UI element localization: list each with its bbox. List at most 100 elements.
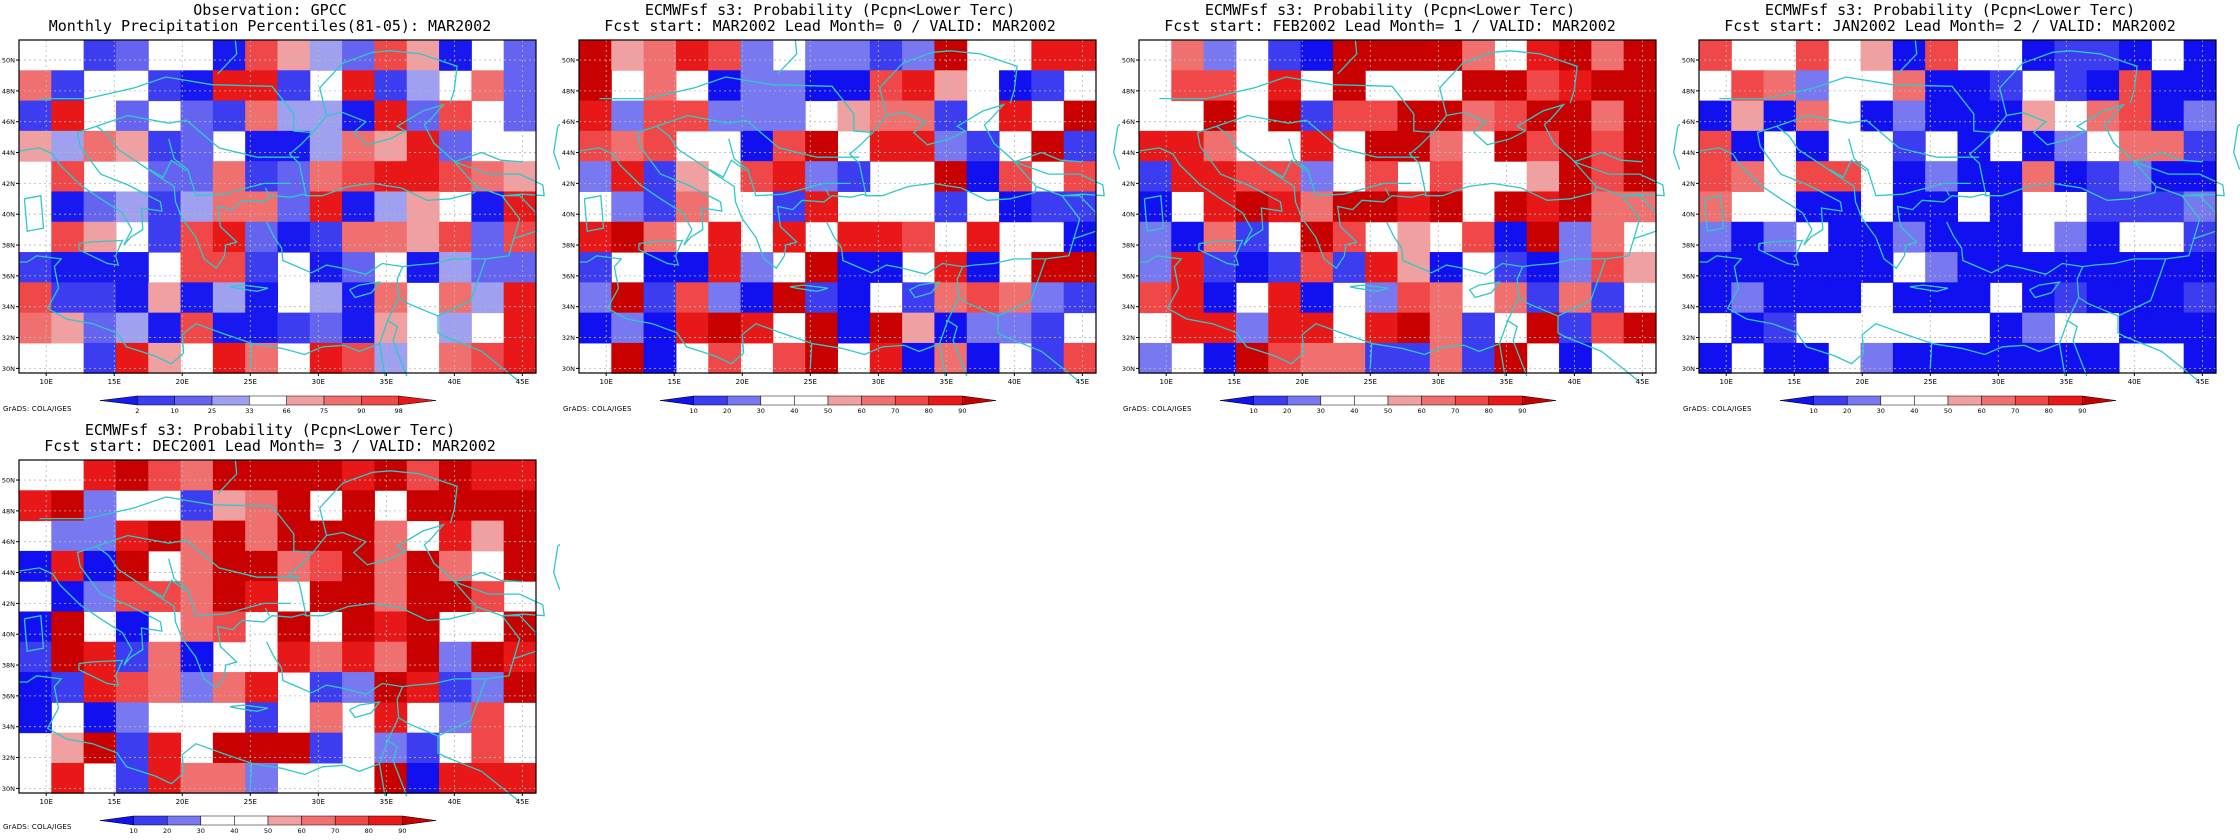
- precip-cell: [934, 70, 968, 102]
- coastline: [1557, 258, 1607, 317]
- color-legend: 10 20 30 40 50 60 70 80 90: [99, 815, 437, 835]
- lon-tick-label: 25E: [244, 798, 257, 806]
- coastline: [638, 239, 684, 266]
- precip-cell: [245, 312, 278, 344]
- precip-cell: [148, 282, 182, 314]
- precip-cell: [2054, 221, 2088, 253]
- lat-tick-label: 34N: [1682, 303, 1695, 311]
- precip-cell: [2086, 161, 2120, 192]
- legend-swatch: [211, 395, 250, 406]
- precip-cell: [1494, 100, 1528, 132]
- coastline: [454, 161, 545, 197]
- precip-cell: [503, 282, 537, 314]
- precip-cell: [277, 641, 311, 673]
- precip-cell: [1559, 100, 1592, 132]
- precip-cells: [1139, 40, 1657, 374]
- precip-cell: [1031, 191, 1065, 223]
- precip-cell: [2086, 191, 2120, 223]
- coastline: [2134, 161, 2225, 197]
- precip-cell: [2183, 100, 2217, 132]
- precip-cell: [1203, 70, 1237, 102]
- precip-cell: [406, 611, 440, 643]
- coastline: [19, 641, 404, 785]
- precip-cell: [374, 550, 408, 582]
- lon-tick-label: 30E: [1432, 378, 1445, 386]
- precip-cell: [180, 641, 214, 673]
- lat-tick-label: 30N: [2, 365, 15, 373]
- precip-cell: [309, 161, 343, 192]
- legend-swatch: [1219, 395, 1254, 406]
- precip-cell: [643, 40, 677, 71]
- legend-swatch: [1522, 395, 1557, 406]
- precip-cell: [1957, 282, 1991, 314]
- precip-cell: [999, 100, 1032, 132]
- legend-label: 10: [129, 827, 137, 835]
- lon-tick-label: 20E: [176, 378, 189, 386]
- precip-cell: [1623, 161, 1657, 192]
- legend-label: 70: [891, 407, 899, 415]
- precip-cell: [1795, 191, 1829, 223]
- precip-cell: [406, 762, 440, 794]
- precip-cell: [115, 342, 149, 374]
- legend-label: 90: [2078, 407, 2086, 415]
- precip-cell: [1699, 221, 1732, 253]
- precip-cell: [2183, 282, 2217, 314]
- precip-cell: [19, 702, 52, 734]
- coastline: [1507, 320, 1528, 377]
- precip-cell: [503, 490, 537, 522]
- precip-cell: [837, 221, 871, 253]
- precip-cell: [1559, 282, 1592, 314]
- legend-label: 80: [1485, 407, 1493, 415]
- precip-cell: [115, 641, 149, 673]
- graticule: [1139, 40, 1656, 373]
- precip-cell: [83, 520, 117, 552]
- precip-cell: [2151, 282, 2185, 314]
- precip-cell: [51, 130, 85, 162]
- legend-swatch: [133, 815, 168, 826]
- precip-cell: [1268, 70, 1302, 102]
- precip-cell: [1892, 100, 1926, 132]
- precip-cell: [180, 581, 214, 612]
- legend-label: 40: [1910, 407, 1918, 415]
- precip-cell: [503, 100, 537, 132]
- precip-cell: [869, 70, 903, 102]
- precip-cell: [309, 221, 343, 253]
- precip-cell: [148, 762, 182, 794]
- precip-cell: [1623, 312, 1657, 344]
- precip-cell: [902, 40, 935, 71]
- coastline: [149, 159, 187, 179]
- precip-cell: [277, 70, 311, 102]
- precip-cell: [1063, 100, 1097, 132]
- precip-cell: [1731, 100, 1765, 132]
- precip-cell: [1063, 282, 1097, 314]
- precip-cell: [180, 672, 214, 703]
- precip-cell: [1494, 342, 1528, 374]
- precip-cell: [2183, 312, 2217, 344]
- precip-cell: [374, 342, 408, 374]
- lat-tick-label: 30N: [1682, 365, 1695, 373]
- precip-cell: [439, 130, 472, 162]
- precip-cell: [902, 70, 935, 102]
- precip-cell: [2151, 191, 2185, 223]
- precip-cell: [374, 312, 408, 344]
- precip-cell: [83, 460, 117, 491]
- precip-cell: [1171, 161, 1205, 192]
- lon-tick-label: 15E: [108, 378, 121, 386]
- precip-cell: [2022, 282, 2055, 314]
- precip-cell: [342, 490, 375, 522]
- coastline: [809, 343, 813, 369]
- precip-cell: [439, 312, 472, 344]
- precip-cell: [999, 282, 1032, 314]
- precip-cell: [708, 342, 742, 374]
- coastline: [728, 138, 852, 197]
- coastline: [387, 320, 408, 377]
- coastline: [1349, 284, 1389, 292]
- coastlines: [1138, 39, 1680, 382]
- precip-cell: [1699, 161, 1732, 192]
- precip-cell: [1332, 40, 1366, 71]
- panel-title-line1: Observation: GPCC: [193, 1, 347, 19]
- precip-cell: [2119, 312, 2152, 344]
- coastline: [288, 103, 477, 201]
- legend-swatch: [249, 395, 287, 406]
- lat-tick-label: 38N: [2, 662, 15, 670]
